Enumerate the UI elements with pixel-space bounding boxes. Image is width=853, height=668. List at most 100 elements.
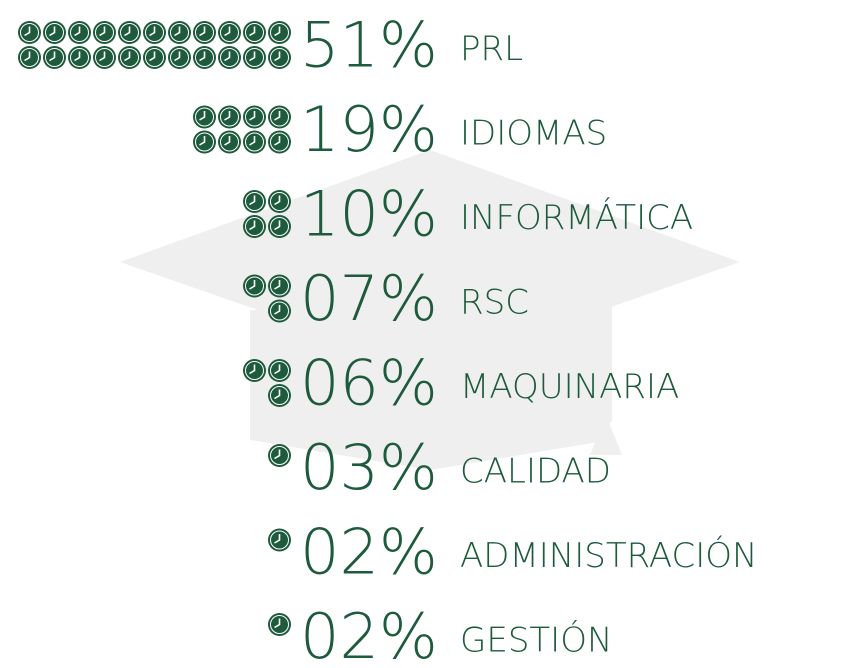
clock-face (270, 361, 289, 380)
clock-face (245, 107, 264, 127)
clock-face (145, 23, 164, 42)
clock-hand (274, 449, 281, 460)
clock-face (220, 107, 239, 127)
clock-hand (249, 280, 256, 290)
clock-hand (199, 51, 206, 62)
clock-hand (274, 305, 281, 315)
icon-group (243, 274, 291, 323)
icon-group (243, 359, 291, 407)
category-label: GESTIÓN (460, 620, 612, 661)
clock-hand (199, 26, 206, 37)
clock-hand (49, 26, 56, 37)
category-label: PRL (460, 29, 523, 69)
clock-hand (99, 51, 106, 62)
clock-hand (149, 26, 156, 37)
clock-face (245, 48, 264, 67)
clock-hand (249, 111, 256, 121)
clock-face (270, 192, 289, 211)
clock-hand (274, 220, 281, 231)
clock-hand (199, 111, 206, 121)
clock-face (245, 132, 264, 152)
icon-group (18, 21, 291, 69)
clock-face (270, 301, 289, 321)
percent-label: 03% (300, 431, 438, 504)
clock-face (220, 23, 239, 42)
clock-face (120, 23, 139, 42)
clock-face (270, 386, 289, 405)
clock-hand (149, 51, 156, 62)
clock-hand (274, 280, 281, 290)
clock-face (245, 23, 264, 42)
clock-face (270, 48, 289, 67)
clock-face (195, 107, 214, 127)
category-label: INFORMÁTICA (460, 197, 693, 238)
icon-group (268, 528, 291, 552)
percent-label: 07% (300, 262, 438, 335)
clock-hand (24, 51, 31, 62)
category-label: RSC (460, 283, 529, 323)
clock-face (70, 23, 89, 42)
clock-face (195, 132, 214, 152)
clock-hand (249, 51, 256, 62)
clock-hand (24, 26, 31, 37)
percent-label: 10% (300, 178, 438, 251)
clock-hand (249, 26, 256, 37)
clock-hand (74, 26, 81, 37)
clock-face (245, 276, 264, 296)
clock-hand (224, 51, 231, 62)
clock-hand (274, 51, 281, 62)
clock-hand (274, 136, 281, 146)
clock-face (170, 48, 189, 67)
clock-face (70, 48, 89, 67)
category-label: ADMINISTRACIÓN (460, 535, 757, 576)
clock-face (270, 615, 289, 634)
clock-hand (74, 51, 81, 62)
clock-hand (224, 111, 231, 121)
percent-label: 06% (300, 347, 438, 420)
clock-face (195, 48, 214, 67)
clock-hand (249, 136, 256, 146)
clock-hand (199, 136, 206, 146)
clock-face (245, 217, 264, 236)
clock-hand (274, 534, 281, 544)
clock-face (270, 132, 289, 152)
clock-face (45, 23, 64, 42)
clock-hand (274, 364, 281, 375)
clock-face (245, 192, 264, 211)
clock-hand (174, 26, 181, 37)
clock-face (245, 361, 264, 380)
icon-group (268, 613, 291, 636)
clock-face (270, 446, 289, 465)
percent-label: 19% (300, 93, 438, 166)
clock-hand (274, 111, 281, 121)
clock-hand (124, 26, 131, 37)
clock-face (220, 132, 239, 152)
clock-face (95, 48, 114, 67)
clock-face (120, 48, 139, 67)
percent-label: 02% (300, 600, 438, 668)
clock-face (220, 48, 239, 67)
icon-group (243, 190, 291, 238)
clock-hand (99, 26, 106, 37)
clock-hand (274, 618, 281, 629)
clock-hand (224, 26, 231, 37)
clock-face (20, 48, 39, 67)
clock-hand (224, 136, 231, 146)
clock-face (45, 48, 64, 67)
percent-label: 51% (300, 9, 438, 82)
clock-face (95, 23, 114, 42)
category-label: MAQUINARIA (460, 367, 679, 407)
clock-face (270, 23, 289, 42)
clock-hand (274, 389, 281, 400)
icon-group (268, 444, 291, 467)
clock-face (170, 23, 189, 42)
percent-label: 02% (300, 516, 438, 589)
icon-group (193, 105, 291, 154)
clock-face (270, 107, 289, 127)
clock-hand (249, 220, 256, 231)
clock-face (195, 23, 214, 42)
clock-hand (124, 51, 131, 62)
clock-face (20, 23, 39, 42)
clock-face (270, 217, 289, 236)
